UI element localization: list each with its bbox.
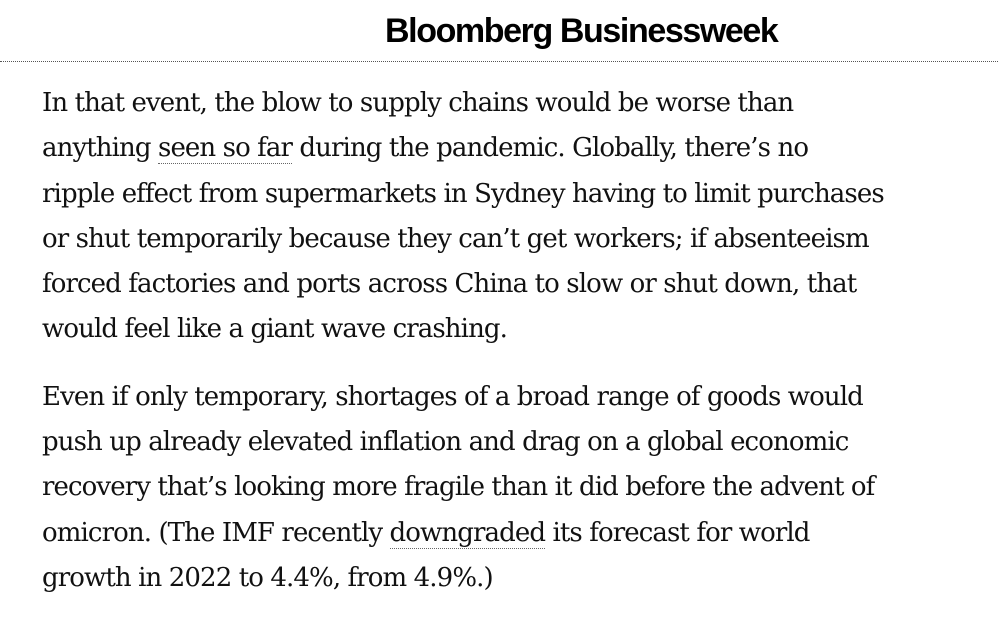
text-line: forced factories and ports across China … xyxy=(42,269,857,300)
text-line: push up already elevated inflation and d… xyxy=(42,427,849,458)
text-line: omicron. (The IMF recently downgraded it… xyxy=(42,511,982,556)
text-line: would feel like a giant wave crashing. xyxy=(42,314,508,345)
text-line: or shut temporarily because they can’t g… xyxy=(42,223,870,254)
paragraph-1: In that event, the blow to supply chains… xyxy=(42,81,982,353)
text-line: growth in 2022 to 4.4%, from 4.9%.) xyxy=(42,562,494,593)
downgraded-link[interactable]: downgraded xyxy=(389,517,546,549)
text-segment: during the pandemic. Globally, there’s n… xyxy=(292,133,809,164)
text-segment: its forecast for world xyxy=(545,517,810,548)
text-line: ripple effect from supermarkets in Sydne… xyxy=(42,178,885,209)
text-segment: omicron. (The IMF recently xyxy=(42,517,390,548)
text-segment: anything xyxy=(42,133,158,164)
brand-logo[interactable]: Bloomberg Businessweek xyxy=(385,12,779,50)
text-line: Even if only temporary, shortages of a b… xyxy=(42,381,864,412)
text-line: anything seen so far during the pandemic… xyxy=(42,126,982,171)
seen-so-far-link[interactable]: seen so far xyxy=(158,133,293,165)
site-header: Bloomberg Businessweek xyxy=(0,0,998,62)
paragraph-2: Even if only temporary, shortages of a b… xyxy=(42,375,982,601)
article-body: In that event, the blow to supply chains… xyxy=(42,81,982,623)
text-line: In that event, the blow to supply chains… xyxy=(42,88,794,118)
text-line: recovery that’s looking more fragile tha… xyxy=(42,472,875,503)
